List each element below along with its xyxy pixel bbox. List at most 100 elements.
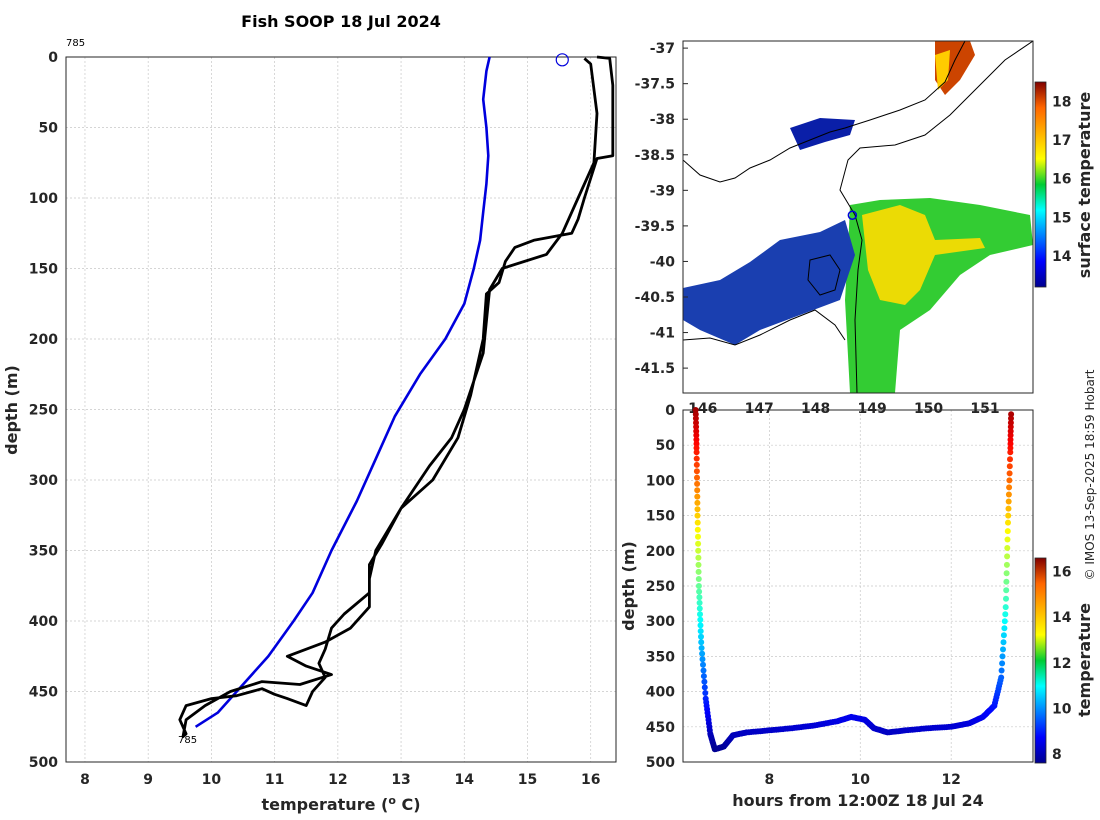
track-point [695,576,702,582]
map-x-ticks: 146 147 148 149 150 151 [688,401,999,417]
track-point [999,660,1006,667]
map-x-tick: 150 [914,401,943,417]
profile-y-axis-label: depth (m) [2,365,21,455]
track-point [1006,470,1013,477]
track-point [1005,491,1012,498]
track-point [692,407,699,413]
track-point [1007,432,1014,439]
track-point [698,639,705,646]
track-point [1007,428,1014,435]
track-point [1004,545,1011,551]
map-y-tick: -40.5 [635,290,675,306]
track-point [998,667,1005,674]
track-colorbar-tick: 14 [1052,610,1072,626]
track-colorbar-label: temperature [1075,603,1094,717]
track-point [1006,463,1013,470]
track-point [693,436,700,443]
track-point [694,526,701,533]
track-point [1000,646,1006,653]
track-point [695,533,701,540]
track-point [699,656,706,663]
profile-x-ticks: 8 9 10 11 12 13 14 15 16 [80,772,600,788]
track-point [700,661,706,668]
track-point [1000,632,1007,639]
profile-y-tick: 150 [29,262,58,278]
track-frame [682,409,1034,763]
track-point [999,653,1006,660]
map-x-tick: 146 [688,401,717,417]
profile-frame [65,56,617,763]
profile-y-tick: 200 [29,332,58,348]
track-point [1008,415,1014,422]
map-y-tick: -37.5 [635,77,675,93]
track-point [693,423,700,430]
track-point [694,506,701,513]
profile-y-tick: 300 [29,473,58,489]
track-x-tick: 8 [764,772,774,788]
profile-label-bottom: 785 [178,735,197,746]
map-x-tick: 149 [857,401,886,417]
track-point [696,588,703,595]
track-point [694,487,701,494]
track-point [1003,561,1010,568]
map-y-tick: -39.5 [635,219,675,235]
track-point [694,493,701,500]
track-point [1003,570,1010,577]
map-colorbar [1034,81,1047,288]
profile-line-observed [178,55,615,738]
track-point [700,673,707,680]
track-point [698,645,705,651]
profile-line-climatology [194,56,491,728]
map-y-tick: -39 [650,183,675,199]
track-point [1003,595,1009,602]
track-point [1004,553,1011,560]
profile-lines [178,55,615,738]
track-colorbar-tick: 12 [1052,656,1071,672]
track-point [1001,625,1008,632]
profile-y-tick: 500 [29,755,58,771]
map-colorbar-tick: 16 [1052,172,1071,188]
map-colorbar-tick: 14 [1052,249,1072,265]
profile-x-tick: 14 [455,772,475,788]
track-point [1000,639,1007,646]
profile-x-axis-label: temperature (o C) [261,794,420,814]
track-point [701,684,708,691]
map-y-tick: -37 [650,41,675,57]
track-point [1003,578,1010,585]
track-point [694,512,701,519]
sst-patch-cold-bass [683,220,855,345]
profile-x-tick: 15 [518,772,537,788]
coastline-tasmania-north [683,309,846,346]
track-y-ticks: 0 50 100 150 200 250 300 350 400 450 500 [646,403,675,771]
track-y-tick: 500 [646,755,675,771]
track-point [697,628,704,635]
map-x-tick: 147 [745,401,774,417]
track-point [697,616,704,623]
track-colorbar-ticks: 16 14 12 10 8 [1052,565,1072,763]
track-colorbar-tick: 16 [1052,565,1071,581]
coastline-gippsland [839,41,1033,216]
track-point [696,599,703,606]
track-point [1004,536,1011,543]
track-point [1007,449,1014,456]
map-y-tick: -41 [650,326,675,342]
map-colorbar-tick: 17 [1052,133,1071,149]
track-x-tick: 12 [941,772,960,788]
track-point [695,554,702,561]
chart-title: Fish SOOP 18 Jul 2024 [241,12,441,31]
profile-y-tick: 450 [29,685,58,701]
track-point [693,468,700,475]
track-point [1006,477,1013,484]
map-y-tick: -40 [650,254,676,270]
track-point [693,461,700,468]
track-point [693,428,700,435]
track-point [695,540,702,547]
track-point [695,547,702,554]
track-point [1007,456,1013,463]
track-point [1002,604,1009,611]
track-y-tick: 400 [646,685,675,701]
track-point [695,561,702,568]
map-colorbar-label: surface temperature [1075,92,1094,279]
track-grid [683,409,1033,763]
